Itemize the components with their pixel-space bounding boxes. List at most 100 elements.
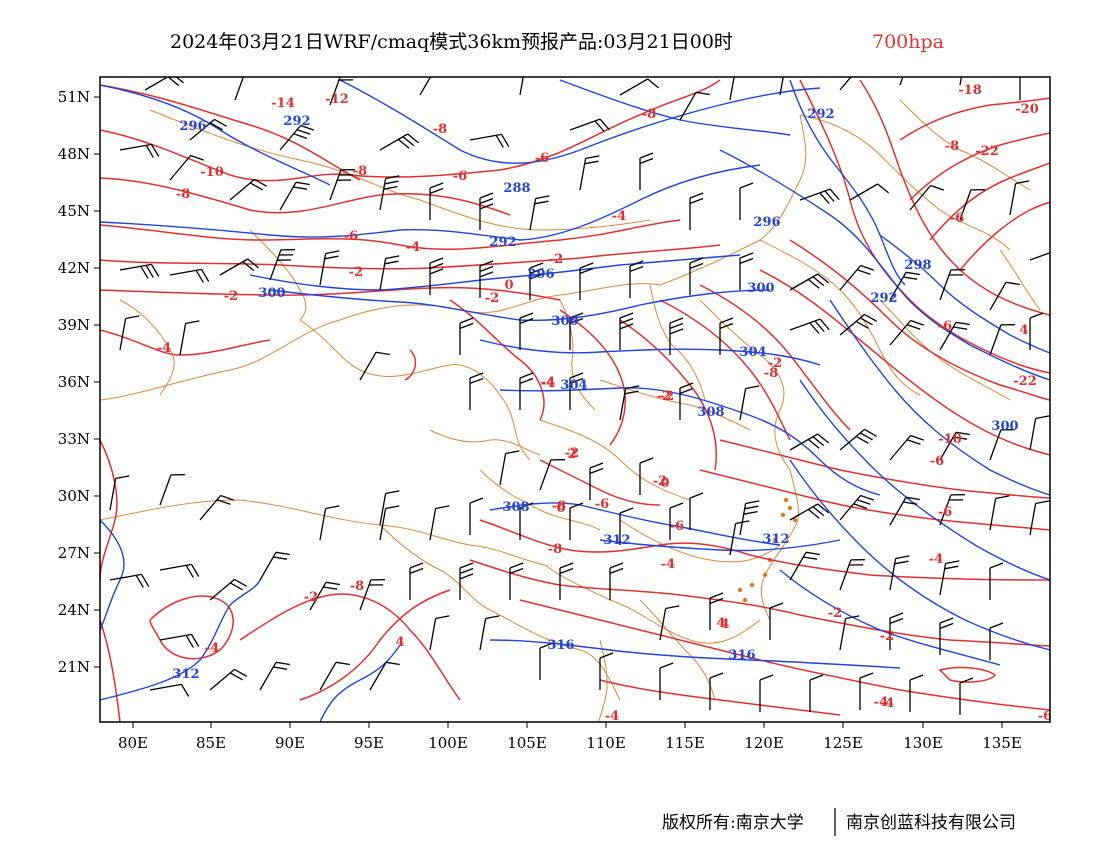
height-label: 300 bbox=[991, 419, 1018, 434]
height-contour bbox=[720, 150, 1050, 380]
wind-barb bbox=[990, 563, 1003, 600]
wind-barb bbox=[990, 623, 1003, 660]
wind-barb bbox=[530, 196, 549, 230]
chart-title: 2024年03月21日WRF/cmaq模式36km预报产品:03月21日00时 bbox=[170, 31, 733, 53]
wind-barbs-layer bbox=[110, 51, 1069, 715]
wind-barb bbox=[790, 504, 829, 520]
temperature-contour bbox=[300, 590, 450, 700]
wind-barb bbox=[380, 256, 399, 290]
wind-barb bbox=[840, 560, 865, 590]
map-frame bbox=[100, 77, 1050, 722]
temperature-label: -6 bbox=[670, 519, 684, 534]
wind-barb bbox=[520, 313, 533, 350]
lat-tick-label: 51N bbox=[58, 88, 90, 106]
temperature-label: -2 bbox=[880, 629, 894, 644]
temperature-contour bbox=[600, 680, 840, 715]
wind-barb bbox=[580, 156, 599, 190]
height-label: 304 bbox=[560, 378, 587, 393]
wind-barb bbox=[960, 51, 979, 85]
temperature-label: -6 bbox=[950, 211, 964, 226]
wind-barb bbox=[610, 563, 623, 600]
wind-barb bbox=[740, 501, 759, 535]
temperature-label: -14 bbox=[271, 96, 295, 111]
wind-barb bbox=[860, 673, 873, 710]
border-line bbox=[480, 470, 600, 530]
temperature-contour bbox=[450, 300, 544, 420]
coastline-mark bbox=[750, 583, 754, 587]
lon-tick-label: 95E bbox=[354, 734, 384, 752]
temperature-label: 4 bbox=[395, 635, 404, 650]
lon-tick-label: 105E bbox=[507, 734, 547, 752]
wind-barb bbox=[230, 179, 267, 200]
wind-barb bbox=[990, 282, 1020, 310]
temperature-label: 0 bbox=[556, 501, 565, 516]
border-line bbox=[880, 300, 1010, 400]
wind-barb bbox=[960, 678, 973, 715]
height-label: 288 bbox=[503, 181, 530, 196]
height-contour bbox=[250, 255, 740, 290]
wind-barb bbox=[520, 373, 533, 410]
wind-barb bbox=[480, 616, 499, 650]
temperature-label: -4 bbox=[661, 557, 675, 572]
country-borders-layer bbox=[100, 100, 1040, 722]
wind-barb bbox=[260, 552, 290, 580]
border-line bbox=[650, 285, 705, 400]
temperature-label: -6 bbox=[938, 505, 952, 520]
wind-barb bbox=[360, 352, 390, 380]
temperature-contour bbox=[720, 440, 1050, 498]
temperature-label: -2 bbox=[660, 389, 674, 404]
wind-barb bbox=[370, 662, 400, 690]
coastline-mark bbox=[784, 498, 788, 502]
wind-barb bbox=[1010, 181, 1029, 215]
coastline-mark bbox=[781, 513, 785, 517]
wind-barb bbox=[690, 493, 703, 530]
temperature-label: -22 bbox=[975, 144, 999, 159]
coastline-mark bbox=[788, 506, 792, 510]
wind-barb bbox=[810, 675, 823, 712]
wind-barb bbox=[120, 316, 139, 350]
company-text: 南京创蓝科技有限公司 bbox=[846, 813, 1016, 833]
temperature-label: -2 bbox=[224, 289, 238, 304]
wind-barb bbox=[180, 321, 199, 355]
height-label: 292 bbox=[489, 235, 516, 250]
lat-tick-label: 24N bbox=[58, 601, 90, 619]
height-label: 296 bbox=[179, 119, 206, 134]
temperature-label: -2 bbox=[653, 474, 667, 489]
wind-barb bbox=[590, 463, 603, 500]
wind-barb bbox=[430, 183, 443, 220]
wind-barb bbox=[690, 193, 703, 230]
wind-barb bbox=[620, 386, 639, 420]
wind-barb bbox=[200, 496, 234, 521]
temperature-label: -4 bbox=[880, 696, 894, 711]
temperature-label: -2 bbox=[304, 590, 318, 605]
height-contour bbox=[100, 520, 124, 630]
temperature-contour bbox=[240, 594, 460, 700]
wind-barb bbox=[630, 261, 643, 298]
wind-barb bbox=[420, 67, 450, 95]
height-label: 292 bbox=[283, 114, 310, 129]
temperature-label: -4 bbox=[406, 240, 420, 255]
wind-barb bbox=[320, 506, 339, 540]
pressure-level-label: 700hpa bbox=[872, 31, 944, 53]
wind-barb bbox=[790, 274, 829, 290]
wind-barb bbox=[890, 497, 920, 525]
temperature-label: 2 bbox=[567, 447, 576, 462]
lat-tick-label: 27N bbox=[58, 544, 90, 562]
temperature-label: -6 bbox=[930, 454, 944, 469]
temperature-label: -20 bbox=[1015, 102, 1039, 117]
wind-barb bbox=[740, 183, 753, 220]
temperature-contour bbox=[700, 470, 1050, 530]
wind-barb bbox=[660, 663, 673, 700]
height-contour bbox=[560, 80, 790, 135]
border-line bbox=[300, 320, 530, 460]
wind-barb bbox=[260, 662, 290, 690]
wind-barb bbox=[640, 153, 653, 190]
height-label: 308 bbox=[502, 500, 529, 515]
wind-barb bbox=[220, 259, 259, 275]
wind-barb bbox=[680, 383, 693, 420]
temperature-label: 4 bbox=[1019, 323, 1028, 338]
wind-barb bbox=[460, 318, 473, 355]
